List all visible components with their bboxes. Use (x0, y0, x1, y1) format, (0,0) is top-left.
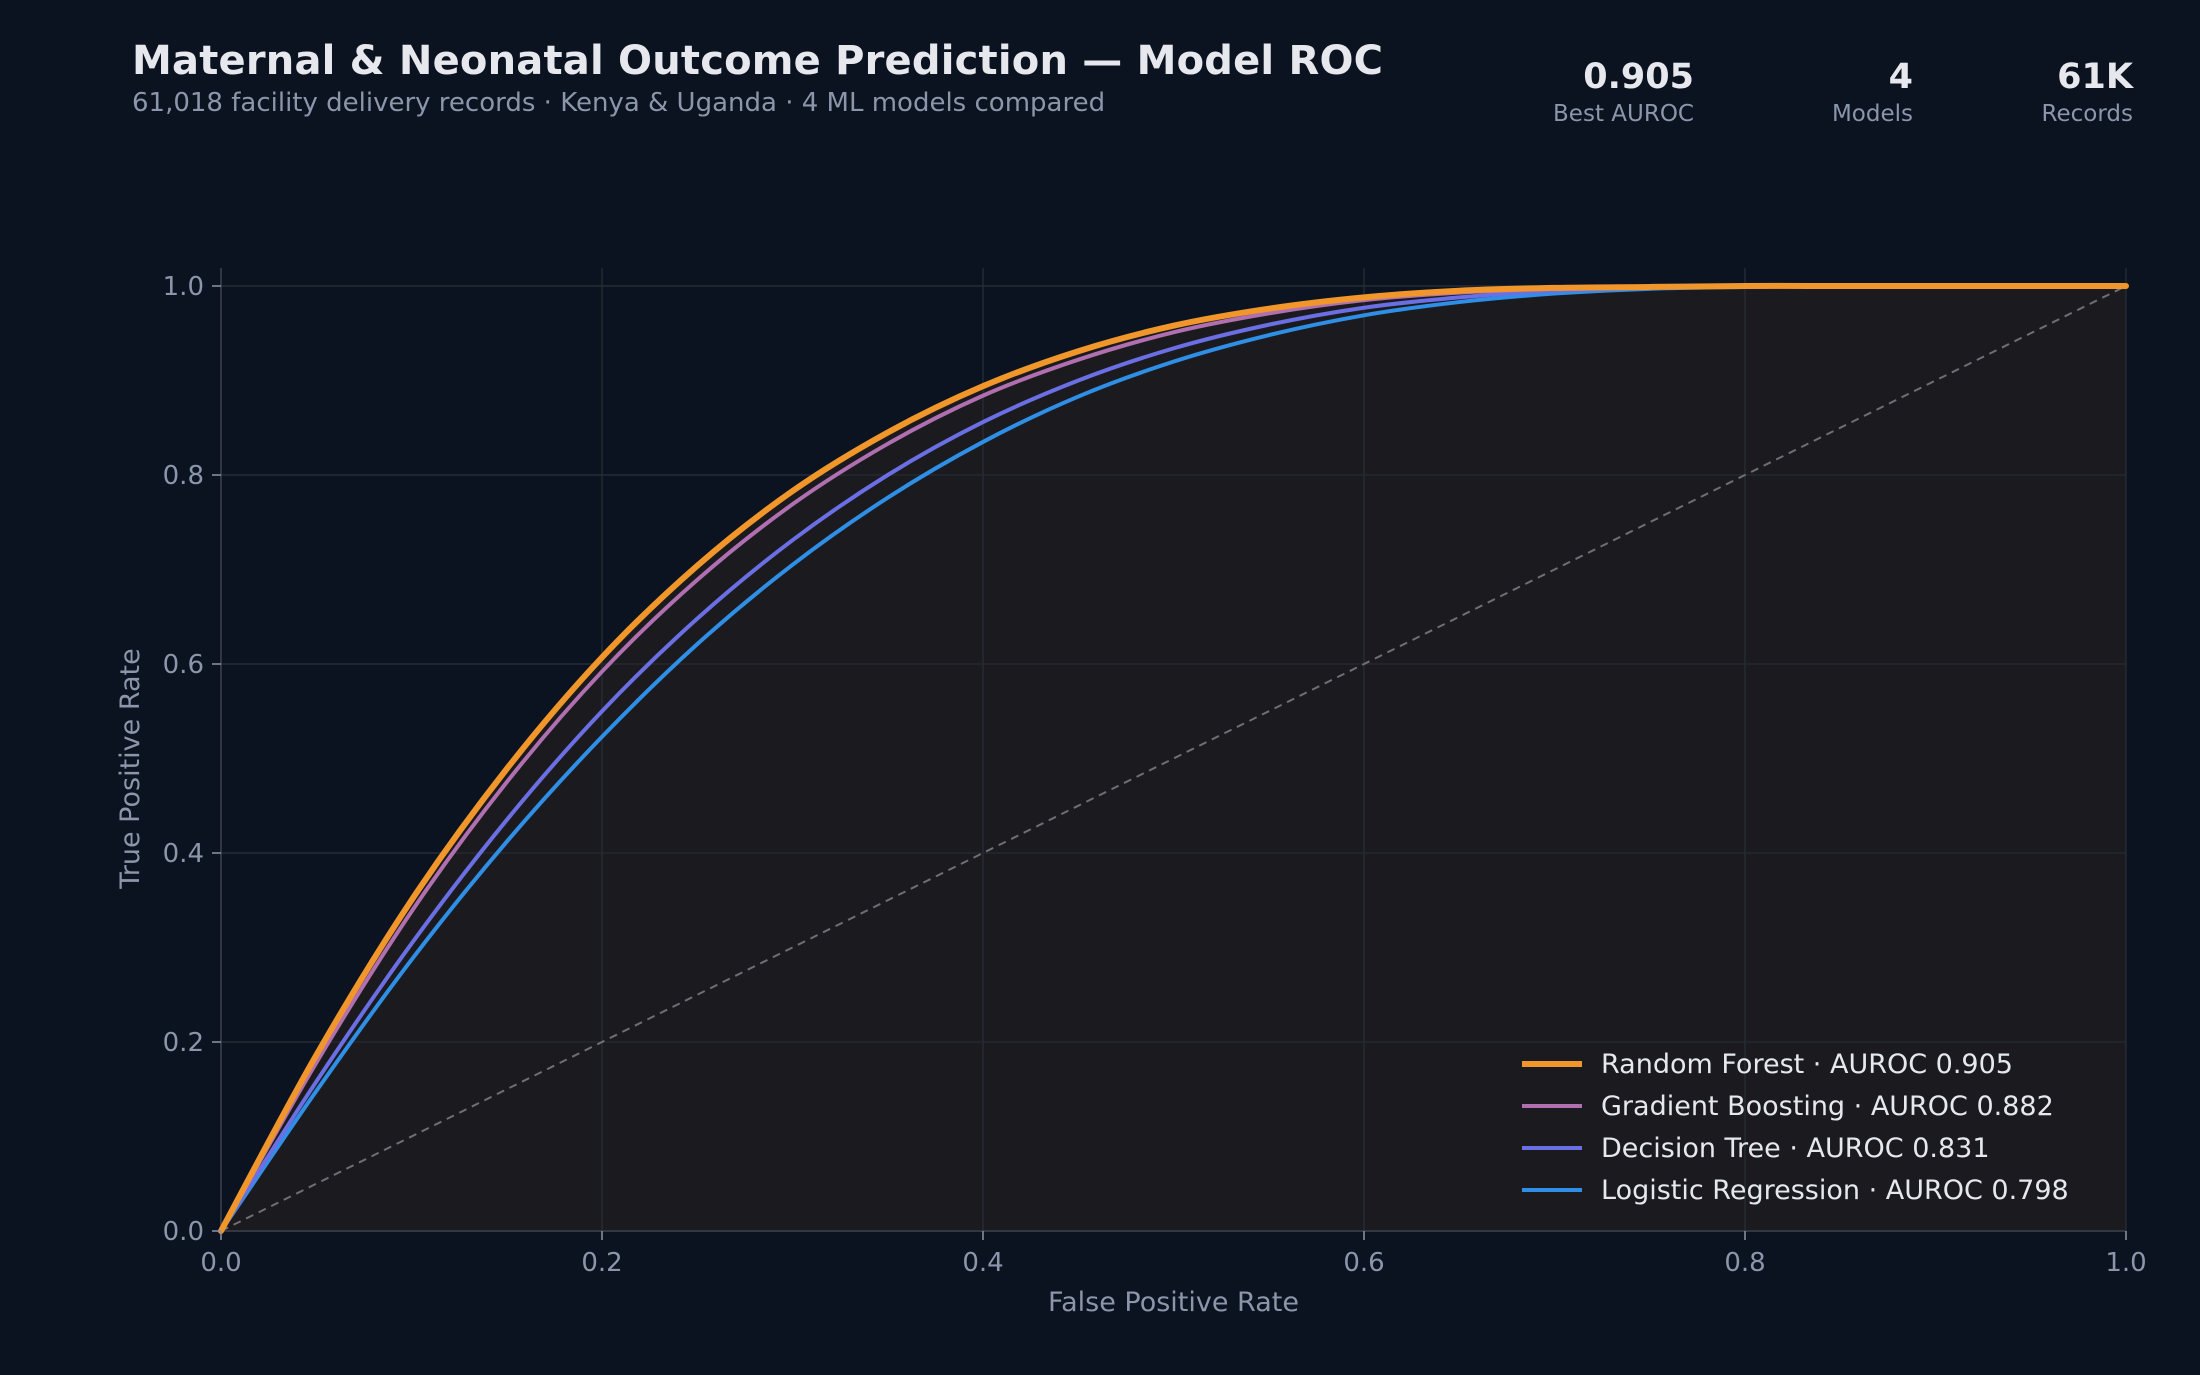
kpi-label: Records (2041, 101, 2133, 127)
y-tick-label: 0.8 (163, 461, 204, 491)
y-tick-label: 1.0 (163, 272, 204, 302)
kpi-label: Models (1831, 101, 1913, 127)
legend-label-gradient-boosting: Gradient Boosting · AUROC 0.882 (1601, 1091, 2054, 1122)
x-tick-label: 0.2 (581, 1248, 622, 1278)
legend-label-decision-tree: Decision Tree · AUROC 0.831 (1601, 1133, 1990, 1164)
y-axis-label: True Positive Rate (115, 648, 146, 890)
x-tick-label: 0.8 (1724, 1248, 1765, 1278)
kpi-label: Best AUROC (1553, 101, 1694, 127)
legend-label-logistic-regression: Logistic Regression · AUROC 0.798 (1601, 1175, 2069, 1206)
y-tick-label: 0.2 (163, 1028, 204, 1058)
x-tick-label: 0.6 (1343, 1248, 1384, 1278)
kpi-records: 61K Records (2042, 54, 2133, 128)
roc-curve-random-forest (218, 282, 2129, 1234)
x-axis-label: False Positive Rate (1048, 1287, 1299, 1318)
kpi-value: 0.905 (1583, 57, 1694, 97)
x-tick-label: 0.4 (962, 1248, 1003, 1278)
legend: Random Forest · AUROC 0.905 Gradient Boos… (1522, 1049, 2069, 1206)
page-subtitle: 61,018 facility delivery records · Kenya… (132, 88, 1106, 118)
y-tick-label: 0.0 (163, 1217, 204, 1247)
x-tick-label: 1.0 (2105, 1248, 2146, 1278)
kpi-value: 4 (1888, 57, 1913, 97)
under-curve-area (221, 286, 2126, 1231)
page-title: Maternal & Neonatal Outcome Prediction —… (132, 38, 1384, 84)
kpi-best-auroc: 0.905 Best AUROC (1553, 54, 1694, 128)
kpi-value: 61K (2057, 57, 2133, 97)
y-tick-label: 0.4 (163, 839, 204, 869)
legend-label-random-forest: Random Forest · AUROC 0.905 (1601, 1049, 2013, 1080)
chance-diagonal (220, 285, 2127, 1232)
x-tick-label: 0.0 (200, 1248, 241, 1278)
kpi-models: 4 Models (1832, 54, 1913, 128)
y-tick-label: 0.6 (163, 650, 204, 680)
